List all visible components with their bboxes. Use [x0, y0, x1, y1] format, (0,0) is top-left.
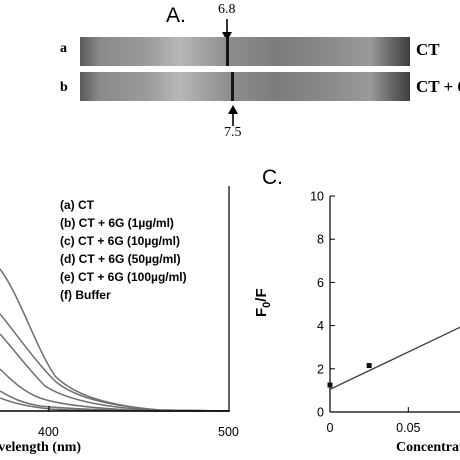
- panel-c-letter: C.: [262, 166, 283, 189]
- panel-c-x-axis-label: Concentration: [396, 440, 460, 455]
- marker-bottom-label: 7.5: [224, 125, 242, 140]
- x-tick-label: 0: [327, 421, 334, 435]
- panel-c-axes: [329, 195, 460, 413]
- y-tick-label: 10: [310, 190, 324, 204]
- legend-item-b: (b) CT + 6G (1µg/ml): [60, 216, 174, 230]
- data-point: [327, 382, 333, 388]
- y-tick-label: 4: [317, 319, 324, 333]
- lane-a-label: CT: [416, 40, 440, 59]
- legend-item-d: (d) CT + 6G (50µg/ml): [60, 252, 181, 266]
- panel-c-fit: [329, 326, 460, 390]
- panel-b-plot: [0, 186, 231, 412]
- data-point: [366, 363, 372, 369]
- gel-lane-a: [80, 37, 410, 66]
- panel-a-letter: A.: [166, 4, 186, 27]
- spectrum-curve-e: [0, 390, 231, 412]
- y-tick-label: 8: [317, 233, 324, 247]
- marker-bottom-arrow-icon: [228, 105, 238, 126]
- y-tick-label: 2: [317, 362, 324, 376]
- gel-band-a: [226, 37, 229, 66]
- gel-band-b: [231, 72, 234, 101]
- fit-line: [329, 326, 460, 390]
- y-label-tail: /F: [253, 288, 270, 302]
- y-tick-label: 0: [317, 406, 324, 420]
- y-tick-label: 6: [317, 276, 324, 290]
- panel-b-x-axis-label: Wavelength (nm): [0, 440, 82, 455]
- legend-item-f: (f) Buffer: [60, 288, 111, 302]
- panel-c-points: [327, 363, 372, 388]
- marker-top-arrow-icon: [222, 19, 232, 41]
- panel-b-x-tick-label-400: 400: [38, 425, 59, 439]
- gel-lane-b: [80, 72, 410, 101]
- lane-b-label: CT + 6G: [416, 77, 460, 96]
- y-label-main: F: [253, 307, 270, 317]
- lane-b-letter: b: [60, 80, 68, 95]
- lane-a-letter: a: [60, 41, 67, 56]
- x-tick-label: 0.05: [396, 421, 420, 435]
- legend-item-c: (c) CT + 6G (10µg/ml): [60, 234, 180, 248]
- spectrum-curve-c: [0, 333, 231, 412]
- marker-top-label: 6.8: [218, 2, 236, 17]
- legend-item-a: (a) CT: [60, 198, 94, 212]
- panel-b-x-tick-label-500: 500: [218, 425, 239, 439]
- panel-b-legend: (a) CT (b) CT + 6G (1µg/ml) (c) CT + 6G …: [60, 196, 187, 304]
- legend-item-e: (e) CT + 6G (100µg/ml): [60, 270, 187, 284]
- spectrum-curve-b: [0, 313, 231, 412]
